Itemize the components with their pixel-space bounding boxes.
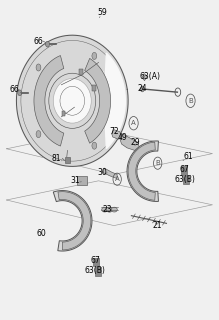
Ellipse shape — [111, 207, 117, 212]
Polygon shape — [142, 74, 147, 81]
Ellipse shape — [60, 86, 85, 115]
Polygon shape — [58, 192, 91, 250]
Text: 66: 66 — [34, 37, 43, 46]
Text: 63(A): 63(A) — [140, 72, 161, 81]
Text: 67: 67 — [90, 256, 100, 265]
Text: A: A — [131, 120, 136, 126]
Text: 31: 31 — [71, 176, 80, 185]
Polygon shape — [120, 134, 139, 150]
Text: 30: 30 — [97, 168, 107, 177]
Polygon shape — [53, 191, 92, 251]
Text: B: B — [188, 98, 193, 104]
Polygon shape — [127, 141, 158, 201]
Circle shape — [36, 131, 41, 138]
Ellipse shape — [106, 207, 113, 212]
Ellipse shape — [49, 73, 96, 128]
FancyBboxPatch shape — [79, 69, 83, 75]
Text: 21: 21 — [153, 221, 162, 230]
FancyBboxPatch shape — [65, 157, 70, 163]
Text: 63(B): 63(B) — [85, 266, 106, 275]
Text: 66: 66 — [9, 85, 19, 94]
Text: 49: 49 — [118, 133, 127, 142]
Circle shape — [36, 64, 41, 71]
Circle shape — [140, 86, 144, 92]
Polygon shape — [34, 56, 64, 146]
FancyBboxPatch shape — [95, 267, 101, 276]
Text: 23: 23 — [102, 205, 112, 214]
FancyBboxPatch shape — [183, 176, 189, 184]
Polygon shape — [103, 53, 125, 148]
Text: A: A — [115, 176, 120, 182]
Text: 60: 60 — [37, 229, 46, 238]
Circle shape — [92, 142, 97, 149]
Text: 29: 29 — [131, 138, 141, 147]
Circle shape — [92, 52, 97, 60]
Text: 81: 81 — [51, 154, 61, 163]
Text: 24: 24 — [138, 84, 147, 92]
Circle shape — [46, 41, 49, 47]
Polygon shape — [103, 168, 117, 179]
Polygon shape — [85, 58, 111, 143]
FancyBboxPatch shape — [92, 85, 96, 91]
FancyBboxPatch shape — [181, 166, 187, 175]
Ellipse shape — [102, 207, 108, 212]
Text: 59: 59 — [97, 8, 107, 17]
Polygon shape — [16, 35, 128, 166]
Text: 67: 67 — [179, 165, 189, 174]
Polygon shape — [128, 142, 155, 200]
FancyBboxPatch shape — [62, 111, 65, 116]
FancyBboxPatch shape — [77, 176, 87, 185]
FancyBboxPatch shape — [93, 258, 99, 266]
Text: 63(B): 63(B) — [175, 175, 196, 184]
Text: 72: 72 — [109, 127, 119, 136]
Ellipse shape — [53, 78, 91, 123]
Circle shape — [18, 90, 22, 96]
Polygon shape — [112, 130, 121, 139]
Text: B: B — [155, 160, 160, 166]
Text: 61: 61 — [184, 152, 193, 161]
